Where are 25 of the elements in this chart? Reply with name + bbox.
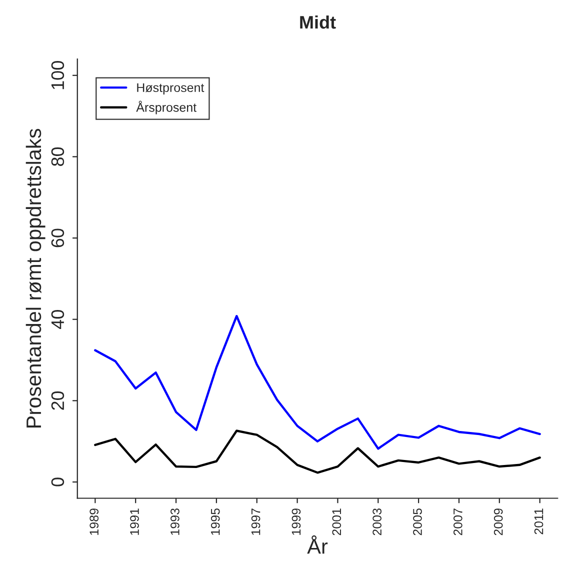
x-tick-label: 1999: [292, 508, 301, 535]
legend-label: Årsprosent: [136, 100, 196, 114]
x-tick-label: 2007: [453, 508, 462, 536]
x-tick-label: 1991: [130, 508, 139, 535]
y-tick-label: 40: [51, 310, 64, 329]
chart-title: Midt: [300, 15, 336, 29]
y-tick-label: 60: [51, 228, 64, 248]
x-tick-label: 2003: [372, 508, 382, 536]
x-tick-label: 1995: [210, 508, 220, 535]
x-tick-label: 2009: [494, 508, 503, 536]
y-tick-label: 80: [51, 147, 64, 166]
y-axis-title: Prosentandel rømt oppdrettslaks: [26, 128, 46, 428]
x-tick-label: 2005: [413, 508, 422, 536]
line-series: [94, 314, 541, 450]
x-axis-title: År: [307, 535, 328, 554]
x-tick-label: 2001: [332, 508, 342, 536]
legend-label: Høstprosent: [137, 83, 204, 95]
x-tick-label: 1993: [170, 508, 180, 535]
y-tick-label: 100: [51, 61, 64, 90]
x-tick-label: 1997: [251, 508, 260, 535]
y-tick-label: 20: [51, 391, 64, 410]
y-tick-label: 0: [51, 478, 64, 486]
x-tick-label: 2011: [534, 508, 544, 534]
line-series: [94, 430, 541, 474]
x-tick-label: 1989: [90, 508, 99, 535]
